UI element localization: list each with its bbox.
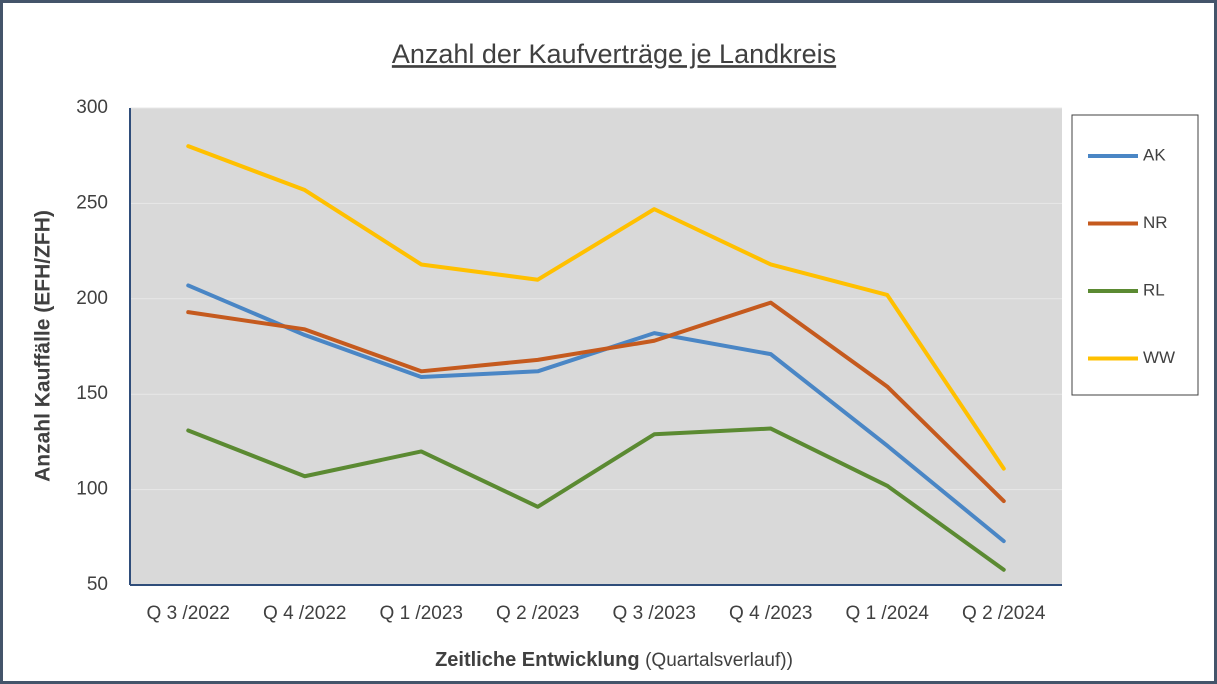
x-tick-label: Q 3 /2022 bbox=[147, 603, 230, 624]
y-tick-label: 250 bbox=[76, 192, 108, 213]
x-axis-title-note: (Quartalsverlauf)) bbox=[645, 650, 793, 671]
y-tick-label: 300 bbox=[76, 97, 108, 118]
x-tick-label: Q 1 /2024 bbox=[846, 603, 930, 624]
x-tick-label: Q 1 /2023 bbox=[380, 603, 463, 624]
x-tick-label: Q 2 /2024 bbox=[962, 603, 1046, 624]
y-axis-title: Anzahl Kauffälle (EFH/ZFH) bbox=[32, 210, 55, 482]
legend-label: NR bbox=[1143, 213, 1168, 232]
y-tick-label: 200 bbox=[76, 288, 108, 309]
legend-label: AK bbox=[1143, 145, 1166, 164]
chart-title: Anzahl der Kaufverträge je Landkreis bbox=[392, 39, 836, 69]
y-tick-label: 50 bbox=[87, 574, 108, 595]
legend-label: WW bbox=[1143, 348, 1175, 367]
plot-area bbox=[130, 108, 1062, 585]
y-tick-label: 100 bbox=[76, 479, 108, 500]
series-line bbox=[186, 300, 1006, 504]
legend-label: RL bbox=[1143, 280, 1165, 299]
x-tick-label: Q 3 /2023 bbox=[613, 603, 696, 624]
x-tick-label: Q 4 /2022 bbox=[263, 603, 346, 624]
series-line bbox=[186, 426, 1006, 572]
series-line bbox=[186, 144, 1006, 471]
legend bbox=[1071, 114, 1199, 396]
x-tick-label: Q 2 /2023 bbox=[496, 603, 579, 624]
y-tick-label: 150 bbox=[76, 383, 108, 404]
x-tick-label: Q 4 /2023 bbox=[729, 603, 812, 624]
x-axis-title-main: Zeitliche Entwicklung bbox=[435, 649, 639, 671]
x-axis-title: Zeitliche Entwicklung (Quartalsverlauf)) bbox=[435, 649, 793, 671]
